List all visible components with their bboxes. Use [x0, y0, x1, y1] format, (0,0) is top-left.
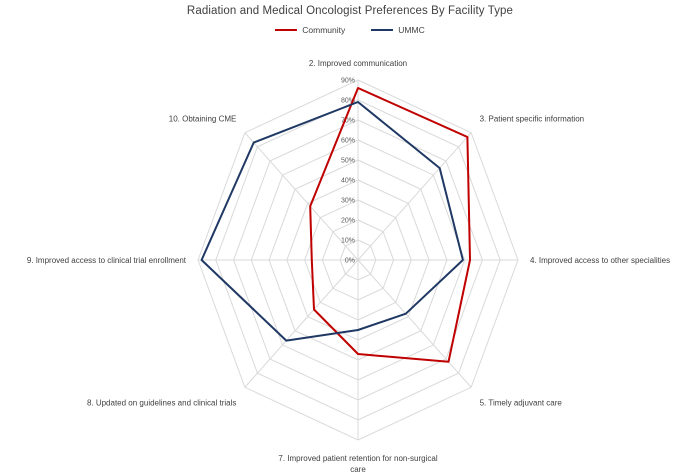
radial-tick-label: 40%	[341, 178, 355, 185]
axis-label: 10. Obtaining CME	[169, 115, 237, 124]
legend-item-community[interactable]: Community	[275, 25, 345, 35]
chart-title: Radiation and Medical Oncologist Prefere…	[186, 5, 514, 17]
axis-label: 8. Updated on guidelines and clinical tr…	[87, 398, 236, 407]
radar-axis-spoke	[357, 259, 472, 388]
radial-tick-label: 90%	[341, 78, 355, 85]
radial-tick-label: 0%	[345, 258, 355, 265]
radial-tick-label: 60%	[341, 138, 355, 145]
radial-tick-label: 20%	[341, 218, 355, 225]
axis-label: care	[350, 465, 366, 474]
axis-label: 7. Improved patient retention for non-su…	[278, 454, 437, 463]
legend-line-swatch-ummc	[371, 29, 394, 31]
radial-tick-label: 10%	[341, 238, 355, 245]
legend-label: UMMC	[398, 25, 425, 35]
radar-axis-spoke	[244, 132, 359, 261]
radial-tick-label: 70%	[341, 118, 355, 125]
radar-axis-spoke	[357, 132, 472, 261]
radial-tick-label: 80%	[341, 98, 355, 105]
axis-label: 2. Improved communication	[309, 59, 407, 68]
radial-tick-label: 30%	[341, 198, 355, 205]
axis-label: 3. Patient specific information	[480, 115, 585, 124]
axis-label: 9. Improved access to clinical trial enr…	[27, 256, 187, 265]
legend-item-ummc[interactable]: UMMC	[371, 25, 425, 35]
legend-label: Community	[302, 25, 346, 35]
chart-header: Radiation and Medical Oncologist Prefere…	[0, 0, 700, 35]
radial-tick-label: 50%	[341, 158, 355, 165]
series-line-community	[309, 87, 471, 363]
series-line-ummc	[200, 101, 464, 342]
radar-axis-spoke	[244, 259, 359, 388]
legend-line-swatch-community	[275, 29, 298, 31]
chart-legend: Community UMMC	[0, 25, 700, 35]
axis-label: 5. Timely adjuvant care	[480, 398, 563, 407]
axis-label: 4. Improved access to other specialities	[530, 256, 670, 265]
